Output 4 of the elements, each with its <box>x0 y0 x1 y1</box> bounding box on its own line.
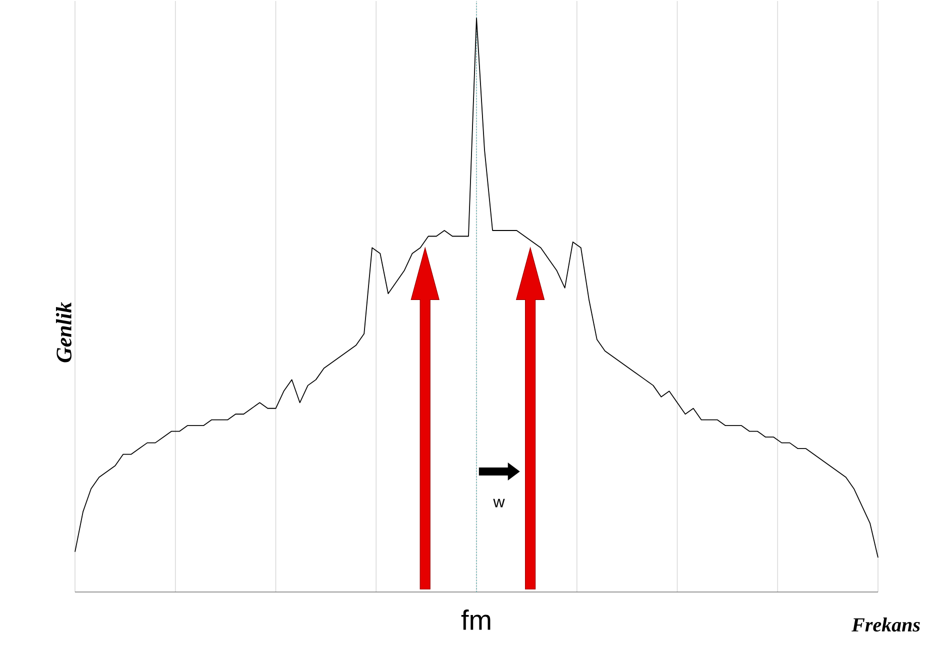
y-axis-title: Genlik <box>56 302 72 362</box>
text: fm <box>461 610 490 630</box>
x-axis-title: Frekans <box>852 618 920 632</box>
annotation: w <box>493 498 505 508</box>
